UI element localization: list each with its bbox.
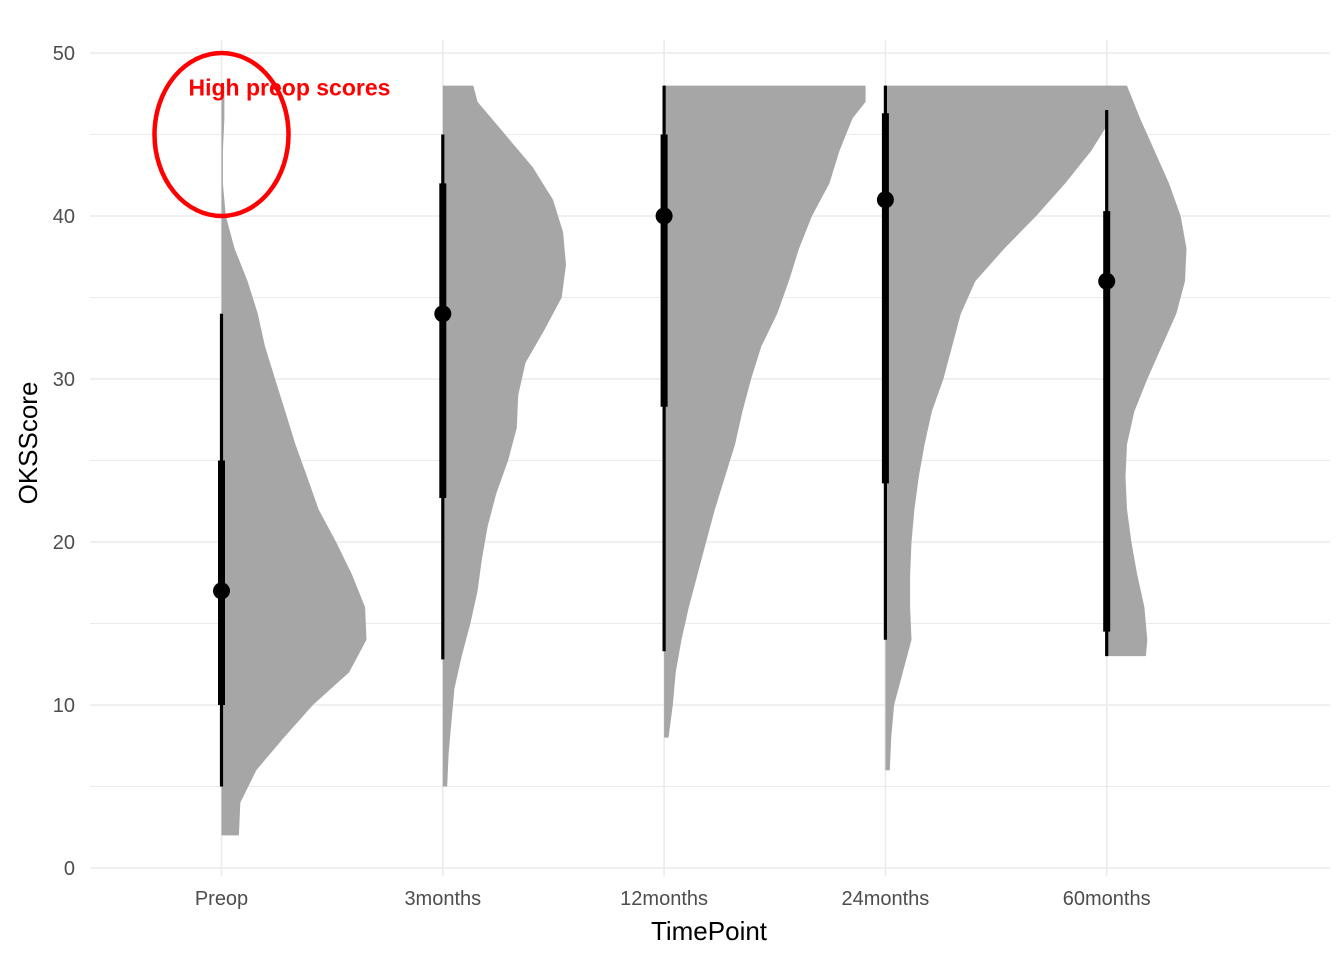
annotation-ellipse xyxy=(152,50,291,219)
interval-layer xyxy=(213,85,1116,787)
y-tick-label: 20 xyxy=(53,532,75,554)
x-axis-title: TimePoint xyxy=(651,916,768,946)
x-tick-label: Preop xyxy=(195,888,248,910)
density-24months xyxy=(885,85,1121,771)
density-12months xyxy=(664,85,866,738)
density-60months xyxy=(1106,85,1187,657)
y-tick-label: 50 xyxy=(53,43,75,65)
y-tick-label: 10 xyxy=(53,695,75,717)
y-tick-label: 0 xyxy=(64,858,75,880)
y-tick-label: 30 xyxy=(53,369,75,391)
x-tick-label: 3months xyxy=(404,888,481,910)
point-60months xyxy=(1098,272,1116,290)
annotation-label: High preop scores xyxy=(189,75,391,101)
y-axis-title: OKSScore xyxy=(13,382,43,505)
density-Preop xyxy=(221,85,367,836)
point-3months xyxy=(434,305,452,323)
density-3months xyxy=(442,85,566,787)
x-tick-label: 60months xyxy=(1063,888,1151,910)
annotation-layer: High preop scores xyxy=(152,50,391,219)
y-tick-label: 40 xyxy=(53,206,75,228)
density-layer xyxy=(221,85,1187,836)
x-axis-ticks: Preop 3months 12months 24months 60months xyxy=(195,888,1151,910)
point-Preop xyxy=(213,582,230,600)
x-tick-label: 12months xyxy=(620,888,708,910)
x-tick-label: 24months xyxy=(841,888,929,910)
y-axis-ticks: 0 10 20 30 40 50 xyxy=(53,43,75,880)
point-12months xyxy=(655,207,673,225)
point-24months xyxy=(876,191,894,209)
